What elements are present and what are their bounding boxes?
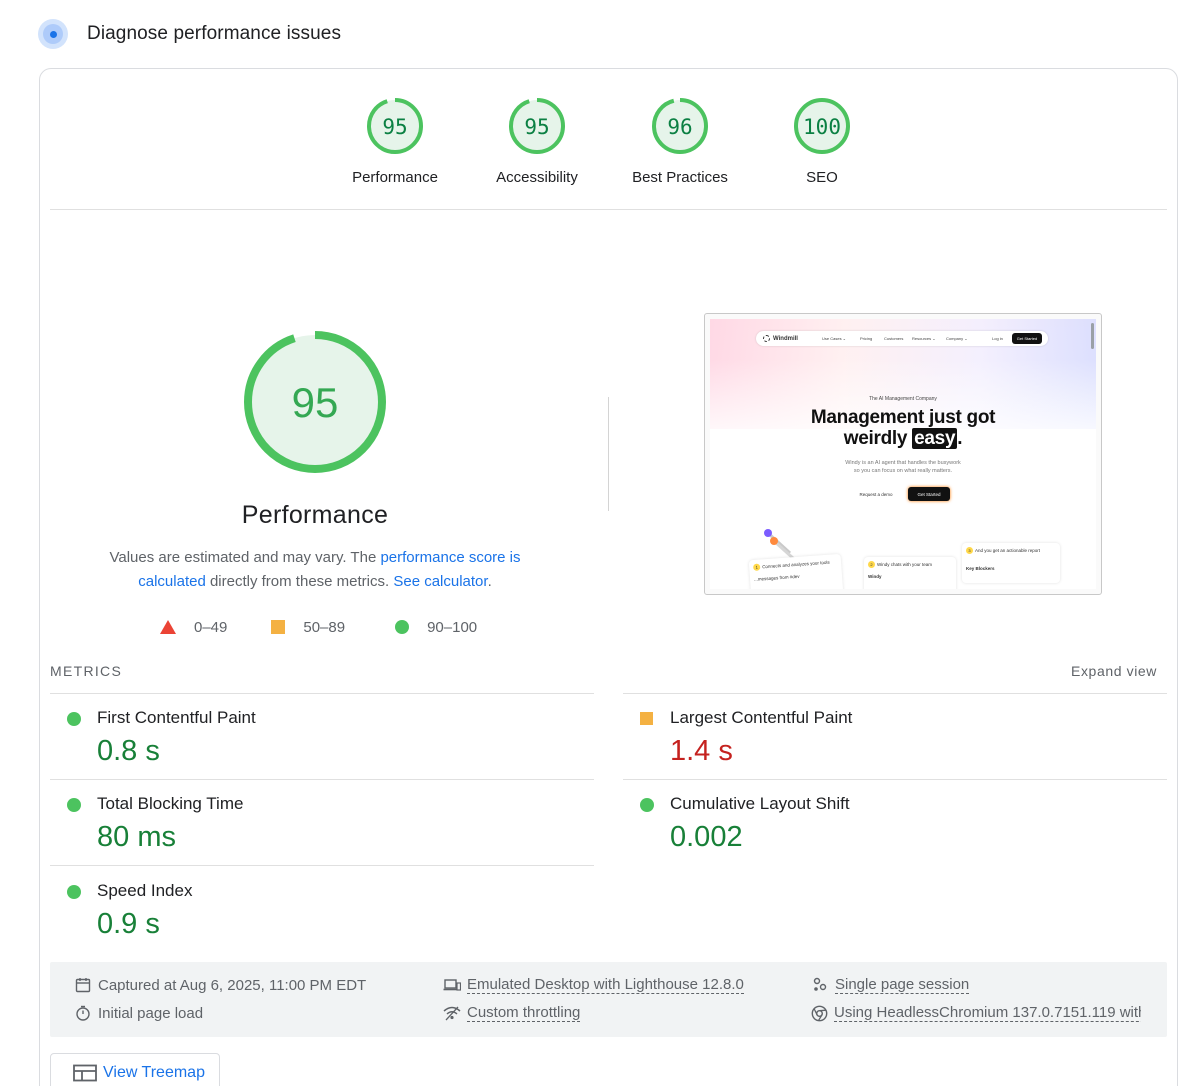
gauge-label: Accessibility bbox=[496, 169, 578, 186]
divider bbox=[50, 693, 594, 694]
see-calculator-link[interactable]: See calculator bbox=[393, 573, 488, 590]
gauge-label: Best Practices bbox=[632, 169, 728, 186]
gauge-ring: 95 bbox=[509, 98, 565, 154]
treemap-icon bbox=[73, 1064, 97, 1082]
report-card: 95 Performance 95 Accessibility 96 Best … bbox=[39, 68, 1178, 1086]
average-square-icon bbox=[640, 712, 653, 725]
pass-circle-icon bbox=[640, 798, 654, 812]
triangle-icon bbox=[160, 620, 176, 634]
performance-description: Values are estimated and may vary. The p… bbox=[109, 549, 521, 590]
pushpin-decoration-icon bbox=[764, 529, 796, 561]
network-throttle-icon bbox=[443, 1004, 461, 1022]
pass-circle-icon bbox=[67, 712, 81, 726]
metric-largest-contentful-paint: Largest Contentful Paint 1.4 s bbox=[623, 693, 1167, 779]
pass-circle-icon bbox=[67, 798, 81, 812]
browser-version[interactable]: Using HeadlessChromium 137.0.7151.119 wi… bbox=[811, 1004, 1141, 1022]
chrome-icon bbox=[811, 1004, 828, 1022]
score-calculation-link[interactable]: performance score is calculated bbox=[138, 549, 521, 590]
lighthouse-target-icon bbox=[38, 19, 68, 49]
circle-icon bbox=[395, 620, 410, 634]
page-session[interactable]: Single page session bbox=[811, 976, 970, 994]
gauge-seo[interactable]: 100 SEO bbox=[757, 96, 887, 186]
throttling[interactable]: Custom throttling bbox=[443, 1004, 581, 1022]
gauge-label: Performance bbox=[352, 169, 438, 186]
gauge-score: 96 bbox=[667, 115, 692, 139]
gauge-performance[interactable]: 95 Performance bbox=[330, 96, 460, 186]
divider bbox=[50, 779, 594, 780]
divider bbox=[50, 209, 1167, 210]
screenshot-headline: Management just got weirdly easy. bbox=[810, 407, 996, 449]
screenshot-image: Windmill Use Cases ⌄ Pricing Customers R… bbox=[710, 319, 1096, 589]
expand-view-toggle[interactable]: Expand view bbox=[1071, 663, 1157, 679]
session-icon bbox=[811, 976, 829, 994]
view-treemap-button[interactable]: View Treemap bbox=[50, 1053, 220, 1086]
gauge-ring: 96 bbox=[652, 98, 708, 154]
gauge-score: 100 bbox=[803, 115, 841, 139]
vertical-divider bbox=[608, 397, 609, 511]
square-icon bbox=[271, 620, 286, 634]
gauge-score: 95 bbox=[524, 115, 549, 139]
gauge-ring: 95 bbox=[367, 98, 423, 154]
windmill-logo-icon bbox=[763, 335, 770, 342]
performance-score: 95 bbox=[292, 379, 339, 426]
performance-title: Performance bbox=[241, 501, 389, 529]
timer-icon bbox=[74, 1004, 92, 1022]
section-title: Diagnose performance issues bbox=[87, 23, 342, 44]
category-gauges: 95 Performance 95 Accessibility 96 Best … bbox=[40, 96, 1177, 196]
legend-average: 50–89 bbox=[271, 619, 345, 636]
screenshot-scrollbar bbox=[1091, 323, 1094, 349]
divider bbox=[50, 865, 594, 866]
performance-gauge-large: 95 bbox=[244, 331, 386, 473]
divider bbox=[623, 693, 1167, 694]
screenshot-nav: Windmill Use Cases ⌄ Pricing Customers R… bbox=[756, 331, 1048, 346]
metric-first-contentful-paint: First Contentful Paint 0.8 s bbox=[50, 693, 594, 779]
final-screenshot[interactable]: Windmill Use Cases ⌄ Pricing Customers R… bbox=[704, 313, 1102, 595]
section-header: Diagnose performance issues bbox=[38, 18, 341, 50]
metric-speed-index: Speed Index 0.9 s bbox=[50, 866, 594, 952]
desktop-device-icon bbox=[443, 976, 461, 994]
metrics-heading: METRICS bbox=[50, 663, 123, 679]
gauge-ring: 100 bbox=[794, 98, 850, 154]
metric-total-blocking-time: Total Blocking Time 80 ms bbox=[50, 779, 594, 865]
captured-at: Captured at Aug 6, 2025, 11:00 PM EDT bbox=[74, 976, 366, 994]
gauge-accessibility[interactable]: 95 Accessibility bbox=[472, 96, 602, 186]
metric-cumulative-layout-shift: Cumulative Layout Shift 0.002 bbox=[623, 779, 1167, 865]
runtime-settings: Captured at Aug 6, 2025, 11:00 PM EDT In… bbox=[50, 962, 1167, 1037]
initial-page-load: Initial page load bbox=[74, 1004, 203, 1022]
legend-pass: 90–100 bbox=[395, 619, 477, 636]
gauge-score: 95 bbox=[382, 115, 407, 139]
gauge-label: SEO bbox=[806, 169, 838, 186]
gauge-best-practices[interactable]: 96 Best Practices bbox=[615, 96, 745, 186]
pass-circle-icon bbox=[67, 885, 81, 899]
calendar-icon bbox=[74, 976, 92, 994]
score-legend: 0–49 50–89 90–100 bbox=[160, 617, 521, 637]
emulated-device[interactable]: Emulated Desktop with Lighthouse 12.8.0 bbox=[443, 976, 744, 994]
legend-fail: 0–49 bbox=[160, 619, 227, 636]
divider bbox=[623, 779, 1167, 780]
